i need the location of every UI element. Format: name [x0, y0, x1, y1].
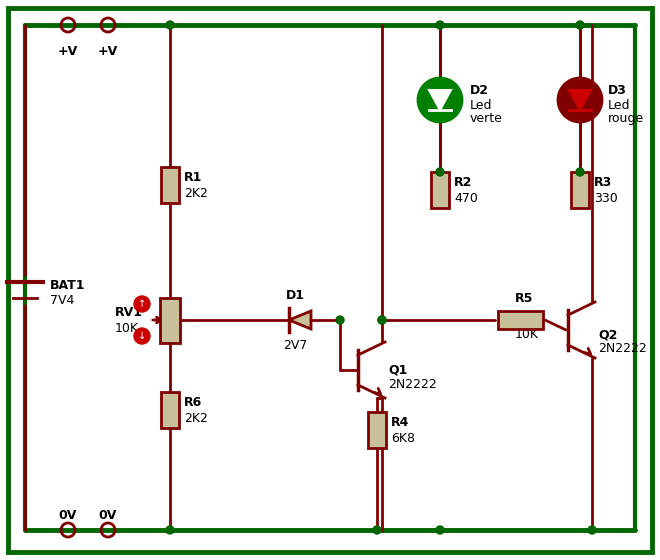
Text: 6K8: 6K8: [391, 432, 415, 445]
Bar: [498, 311, 543, 329]
Text: BAT1: BAT1: [50, 278, 86, 292]
Text: R2: R2: [454, 175, 473, 189]
Text: D3: D3: [608, 83, 627, 96]
Circle shape: [558, 78, 602, 122]
Circle shape: [378, 316, 386, 324]
Text: verte: verte: [470, 111, 503, 124]
Text: 2K2: 2K2: [184, 186, 208, 199]
Circle shape: [373, 526, 381, 534]
Text: 10K: 10K: [515, 328, 539, 340]
Circle shape: [134, 328, 150, 344]
Text: ↓: ↓: [138, 331, 146, 341]
Text: R6: R6: [184, 395, 202, 408]
Text: 10K: 10K: [115, 321, 139, 334]
Text: Led: Led: [470, 99, 492, 111]
Circle shape: [576, 21, 584, 29]
Circle shape: [378, 316, 386, 324]
Circle shape: [436, 21, 444, 29]
Text: R3: R3: [594, 175, 612, 189]
Text: 470: 470: [454, 192, 478, 204]
Text: +V: +V: [58, 45, 78, 58]
Bar: [160, 297, 180, 343]
Text: rouge: rouge: [608, 111, 644, 124]
Text: +V: +V: [98, 45, 118, 58]
Text: 2V7: 2V7: [283, 338, 307, 352]
Circle shape: [576, 168, 584, 176]
Circle shape: [558, 78, 602, 122]
Circle shape: [436, 168, 444, 176]
Text: D1: D1: [286, 288, 304, 301]
Circle shape: [588, 526, 596, 534]
Circle shape: [134, 296, 150, 312]
Polygon shape: [429, 90, 451, 110]
Text: ↑: ↑: [138, 299, 146, 309]
Bar: [368, 412, 386, 448]
Circle shape: [166, 21, 174, 29]
Text: 2K2: 2K2: [184, 412, 208, 424]
Bar: [571, 172, 589, 208]
Bar: [161, 392, 179, 428]
Circle shape: [336, 316, 344, 324]
Circle shape: [436, 526, 444, 534]
Polygon shape: [289, 311, 311, 329]
Text: 2N2222: 2N2222: [598, 342, 647, 354]
Text: 0V: 0V: [59, 509, 77, 522]
Text: 330: 330: [594, 192, 618, 204]
Text: Led: Led: [608, 99, 630, 111]
Text: RV1: RV1: [115, 306, 143, 319]
Text: 2N2222: 2N2222: [388, 377, 437, 390]
Text: 0V: 0V: [99, 509, 117, 522]
Circle shape: [166, 526, 174, 534]
Text: R5: R5: [515, 292, 533, 305]
Bar: [161, 167, 179, 203]
Circle shape: [418, 78, 462, 122]
Text: D2: D2: [470, 83, 489, 96]
Bar: [431, 172, 449, 208]
Text: Q2: Q2: [598, 329, 617, 342]
Text: 7V4: 7V4: [50, 293, 75, 306]
Text: R4: R4: [391, 416, 409, 428]
Circle shape: [418, 78, 462, 122]
Text: Q1: Q1: [388, 363, 407, 376]
Polygon shape: [569, 90, 591, 110]
Text: R1: R1: [184, 170, 203, 184]
